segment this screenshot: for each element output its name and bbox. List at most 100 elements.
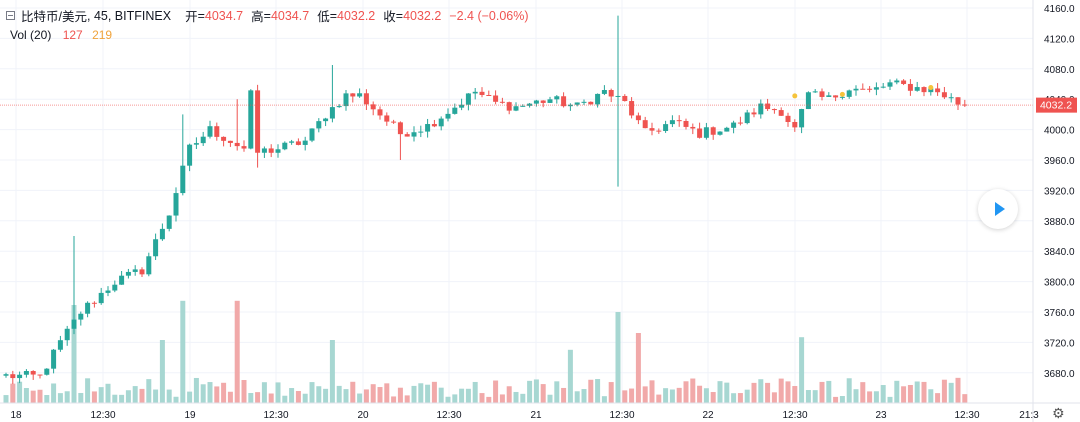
- volume-bar: [527, 380, 533, 403]
- candle-body: [873, 87, 879, 90]
- volume-bar: [459, 388, 465, 403]
- volume-bars: [3, 300, 968, 403]
- volume-bar: [887, 396, 893, 403]
- candle-body: [771, 109, 777, 111]
- candle-body: [105, 290, 111, 293]
- candle-body: [792, 121, 798, 128]
- volume-bar: [343, 389, 349, 403]
- volume-bar: [799, 337, 805, 403]
- candle-body: [255, 90, 261, 153]
- volume-bar: [187, 391, 193, 403]
- volume-bar: [839, 396, 845, 403]
- volume-bar: [329, 340, 335, 403]
- candle-body: [180, 165, 186, 194]
- collapse-icon[interactable]: [6, 11, 15, 20]
- volume-bar: [241, 380, 247, 403]
- volume-bar: [105, 383, 111, 403]
- candle-body: [683, 120, 689, 127]
- candle-body: [187, 144, 193, 166]
- volume-bar: [153, 389, 159, 403]
- candle-body: [459, 104, 465, 108]
- candle-body: [146, 256, 152, 275]
- play-icon: [994, 202, 1005, 216]
- candle-body: [268, 148, 274, 153]
- candle-body: [125, 271, 131, 276]
- symbol-header: 比特币/美元, 45, BITFINEX 开 = 4034.7 高 = 4034.7 低…: [6, 6, 529, 25]
- candle-body: [697, 128, 703, 138]
- candle-body: [23, 371, 29, 375]
- candle-body: [221, 136, 227, 141]
- volume-bar: [907, 384, 913, 403]
- candle-body: [520, 105, 526, 107]
- volume-bar: [941, 379, 947, 403]
- volume-bar: [221, 382, 227, 403]
- price-tick-label: 3920.0: [1044, 186, 1075, 197]
- candle-body: [758, 103, 764, 115]
- volume-bar: [567, 349, 573, 403]
- volume-bar: [30, 390, 36, 403]
- volume-bar: [23, 388, 29, 403]
- volume-bar: [955, 377, 961, 403]
- volume-bar: [227, 391, 233, 403]
- candle-body: [935, 88, 941, 93]
- volume-bar: [697, 385, 703, 403]
- candle-body: [452, 107, 458, 114]
- volume-bar: [493, 380, 499, 403]
- candle-body: [785, 115, 791, 122]
- volume-bar: [57, 393, 63, 403]
- volume-label[interactable]: Vol (20): [10, 28, 52, 42]
- candle-body: [357, 93, 363, 97]
- volume-bar: [867, 391, 873, 403]
- candle-body: [506, 102, 512, 111]
- volume-bar: [438, 387, 444, 403]
- volume-bar: [404, 395, 410, 403]
- candle-body: [656, 130, 662, 132]
- gear-icon[interactable]: ⚙: [1052, 405, 1065, 421]
- volume-bar: [336, 385, 342, 403]
- candle-body: [309, 128, 315, 141]
- volume-bar: [785, 381, 791, 403]
- dividend-dots: [792, 85, 934, 99]
- volume-bar: [574, 391, 580, 403]
- price-tick-label: 4000.0: [1044, 126, 1075, 137]
- candle-body: [261, 148, 267, 153]
- volume-bar: [962, 394, 968, 403]
- volume-bar: [724, 382, 730, 403]
- volume-bar: [302, 393, 308, 403]
- event-dot: [792, 93, 798, 99]
- candle-body: [370, 104, 376, 110]
- candle-body: [51, 349, 57, 369]
- price-axis[interactable]: 4160.04120.04080.04040.04000.03960.03920…: [1044, 4, 1075, 380]
- volume-bar: [629, 388, 635, 403]
- replay-button[interactable]: [978, 189, 1018, 229]
- volume-bar: [125, 390, 131, 403]
- candle-body: [10, 374, 16, 379]
- candle-body: [173, 193, 179, 216]
- volume-bar: [78, 392, 84, 403]
- volume-legend: Vol (20) 127 219: [10, 28, 112, 42]
- candle-body: [411, 132, 417, 137]
- volume-bar: [595, 379, 601, 403]
- time-axis[interactable]: 18 12:30 19 12:30 20 12:30 21 12:30 22 12:30 23 12:…: [10, 410, 1039, 421]
- candle-body: [581, 101, 587, 103]
- candle-body: [547, 99, 553, 103]
- candle-body: [207, 126, 213, 137]
- time-tick-label: 12:30: [436, 410, 461, 421]
- volume-bar: [880, 385, 886, 403]
- candle-body: [166, 215, 172, 229]
- candle-body: [302, 140, 308, 145]
- volume-bar: [234, 300, 240, 403]
- volume-bar: [479, 393, 485, 403]
- candle-body: [846, 90, 852, 97]
- candle-body: [649, 128, 655, 131]
- candle-body: [227, 140, 233, 143]
- interval: 45: [93, 8, 108, 23]
- candle-body: [98, 292, 104, 304]
- volume-bar: [132, 386, 138, 403]
- volume-bar: [615, 312, 621, 403]
- symbol-name[interactable]: 比特币/美元: [21, 10, 87, 24]
- volume-bar: [295, 391, 301, 403]
- candle-body: [241, 146, 247, 149]
- time-tick-label: 12:30: [609, 410, 634, 421]
